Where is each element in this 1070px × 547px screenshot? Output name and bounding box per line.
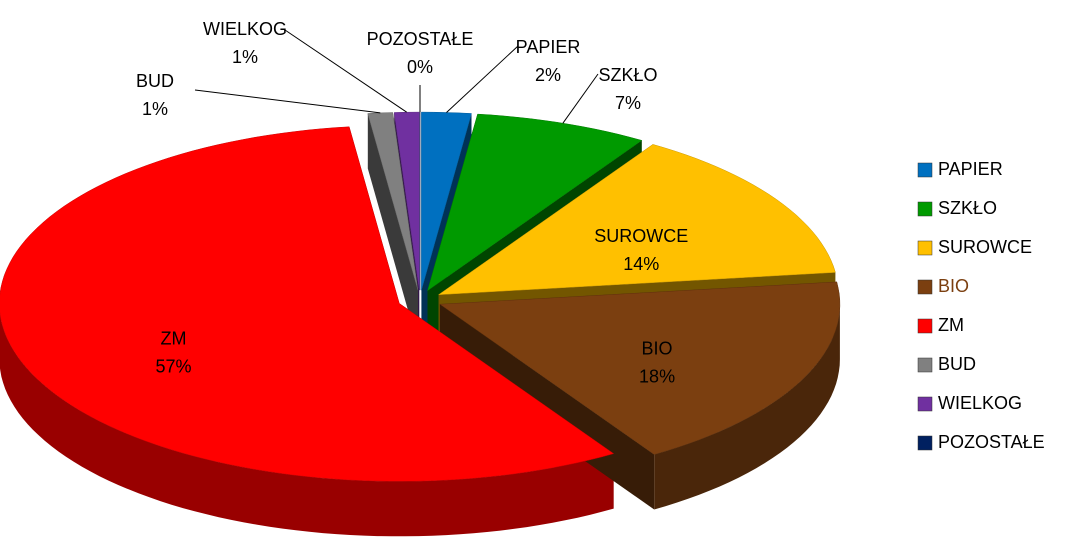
legend-swatch — [917, 279, 933, 295]
slice-tops — [0, 111, 841, 482]
slice-top — [427, 113, 643, 292]
data-label-name: SZKŁO — [598, 65, 657, 85]
data-label-value: 14% — [623, 254, 659, 274]
leader-line — [284, 29, 407, 113]
legend-swatch — [917, 435, 933, 451]
legend-label: PAPIER — [938, 159, 1003, 179]
data-label-value: 1% — [142, 99, 168, 119]
leader-line — [446, 45, 519, 113]
legend-label: BIO — [938, 276, 969, 296]
legend-swatch — [917, 396, 933, 412]
data-label-name: POZOSTAŁE — [367, 29, 474, 49]
data-label-value: 57% — [155, 356, 191, 376]
data-label-name: BUD — [136, 71, 174, 91]
legend-label: ZM — [938, 315, 964, 335]
data-label-value: 1% — [232, 47, 258, 67]
legend-label: BUD — [938, 354, 976, 374]
legend-label: WIELKOG — [938, 393, 1022, 413]
data-label-value: 0% — [407, 57, 433, 77]
slice-radial-side — [367, 113, 418, 346]
slice-outer-side — [654, 304, 840, 510]
leader-line — [194, 89, 381, 114]
legend-swatch — [917, 201, 933, 217]
legend-swatch — [917, 357, 933, 373]
legend-swatch — [917, 240, 933, 256]
leader-line — [562, 73, 599, 124]
slice-top — [437, 144, 836, 295]
data-label-name: PAPIER — [516, 37, 581, 57]
data-label-name: WIELKOG — [203, 19, 287, 39]
legend-swatch — [917, 162, 933, 178]
legend-label: POZOSTAŁE — [938, 432, 1045, 452]
data-label-value: 2% — [535, 65, 561, 85]
data-label-name: SUROWCE — [594, 226, 688, 246]
slice-outer-side — [0, 313, 614, 537]
data-label-value: 7% — [615, 93, 641, 113]
slice-top — [0, 126, 615, 482]
legend-swatch — [917, 318, 933, 334]
data-label-name: ZM — [160, 328, 186, 348]
legend-label: SUROWCE — [938, 237, 1032, 257]
slice-top — [439, 281, 841, 455]
data-label-name: BIO — [642, 338, 673, 358]
data-label-value: 18% — [639, 366, 675, 386]
legend-label: SZKŁO — [938, 198, 997, 218]
